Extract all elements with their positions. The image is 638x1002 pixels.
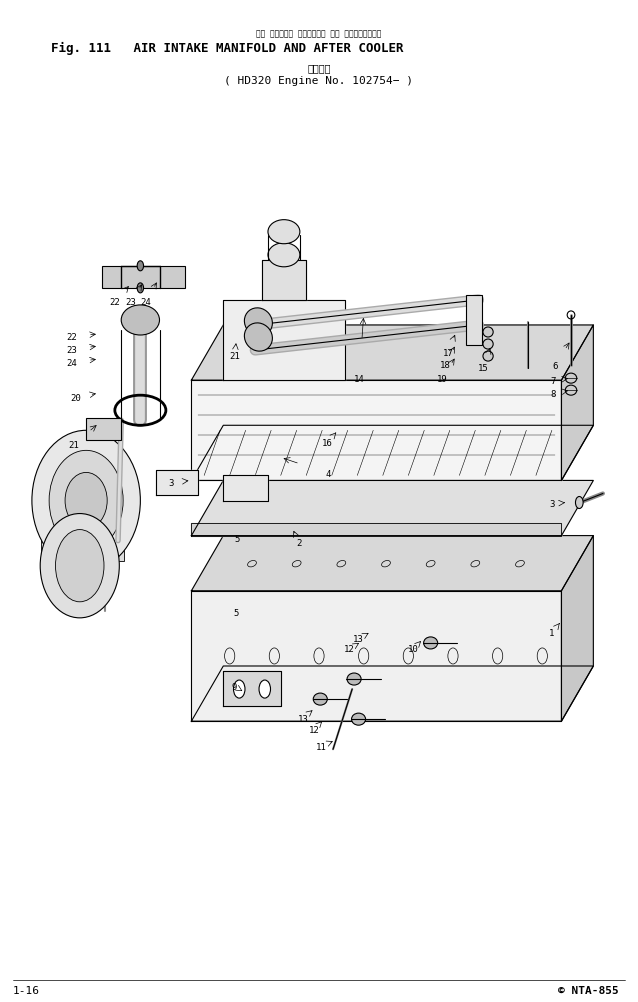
Text: 20: 20: [70, 394, 80, 402]
Text: 5: 5: [234, 609, 239, 617]
Polygon shape: [191, 523, 561, 536]
Polygon shape: [191, 536, 593, 591]
Text: 1-16: 1-16: [13, 985, 40, 995]
Polygon shape: [223, 671, 281, 706]
Ellipse shape: [65, 473, 107, 529]
Text: 通用号機: 通用号機: [308, 63, 330, 73]
Text: 9: 9: [232, 682, 237, 690]
Ellipse shape: [121, 306, 160, 336]
Text: エア  インテーク  マニホールド  排気  アフタークーラー: エア インテーク マニホールド 排気 アフタークーラー: [256, 30, 382, 38]
Text: 2: 2: [296, 539, 301, 547]
Text: © NTA-855: © NTA-855: [558, 985, 619, 995]
Ellipse shape: [268, 220, 300, 244]
Polygon shape: [223, 301, 345, 381]
Text: 8: 8: [551, 390, 556, 398]
Text: 12: 12: [345, 645, 355, 653]
Text: 5: 5: [235, 535, 240, 543]
Circle shape: [137, 262, 144, 272]
Text: Fig. 111   AIR INTAKE MANIFOLD AND AFTER COOLER: Fig. 111 AIR INTAKE MANIFOLD AND AFTER C…: [51, 41, 404, 55]
Text: 3: 3: [168, 479, 174, 487]
Polygon shape: [191, 666, 593, 721]
Bar: [86, 419, 121, 441]
Text: 23: 23: [126, 299, 136, 307]
Text: 21: 21: [68, 441, 78, 449]
Ellipse shape: [424, 637, 438, 649]
Polygon shape: [561, 536, 593, 721]
Text: 6: 6: [553, 362, 558, 370]
Polygon shape: [191, 381, 561, 481]
Ellipse shape: [49, 451, 123, 551]
Ellipse shape: [40, 514, 119, 618]
Bar: [41, 521, 124, 561]
Ellipse shape: [565, 374, 577, 384]
Ellipse shape: [565, 386, 577, 396]
Text: 15: 15: [478, 364, 489, 372]
Polygon shape: [191, 481, 593, 536]
Ellipse shape: [56, 530, 104, 602]
Polygon shape: [191, 326, 593, 381]
Ellipse shape: [347, 673, 361, 685]
Polygon shape: [561, 326, 593, 481]
Text: 24: 24: [140, 299, 151, 307]
Text: 21: 21: [230, 352, 240, 360]
Polygon shape: [262, 261, 306, 301]
Ellipse shape: [352, 713, 366, 725]
Circle shape: [137, 284, 144, 294]
Text: 14: 14: [354, 375, 364, 383]
Text: 4: 4: [326, 470, 331, 478]
Text: 12: 12: [309, 725, 320, 733]
Text: 13: 13: [353, 635, 364, 643]
Text: ( HD320 Engine No. 102754− ): ( HD320 Engine No. 102754− ): [225, 76, 413, 86]
Text: 24: 24: [66, 359, 77, 367]
Ellipse shape: [244, 324, 272, 352]
Polygon shape: [156, 471, 198, 496]
Text: 18: 18: [440, 361, 450, 369]
Polygon shape: [191, 591, 561, 721]
Circle shape: [575, 497, 583, 509]
Text: 3: 3: [549, 500, 554, 508]
Bar: [102, 267, 185, 289]
Text: 22: 22: [66, 333, 77, 341]
Polygon shape: [223, 476, 268, 501]
Ellipse shape: [268, 243, 300, 268]
Text: 17: 17: [443, 349, 453, 357]
Text: 1: 1: [549, 629, 554, 637]
Ellipse shape: [244, 309, 272, 337]
Polygon shape: [191, 426, 593, 481]
Text: 11: 11: [316, 742, 326, 750]
Text: 13: 13: [298, 714, 308, 722]
Circle shape: [234, 680, 245, 698]
Bar: [466, 296, 482, 346]
Circle shape: [259, 680, 271, 698]
Text: 7: 7: [551, 377, 556, 385]
Text: 10: 10: [408, 645, 419, 653]
Ellipse shape: [313, 693, 327, 705]
Ellipse shape: [483, 328, 493, 338]
Text: 16: 16: [322, 439, 332, 447]
Ellipse shape: [483, 340, 493, 350]
Text: 22: 22: [110, 299, 120, 307]
Ellipse shape: [483, 352, 493, 362]
Ellipse shape: [32, 431, 140, 571]
Text: 23: 23: [66, 346, 77, 354]
Text: 19: 19: [437, 375, 447, 383]
